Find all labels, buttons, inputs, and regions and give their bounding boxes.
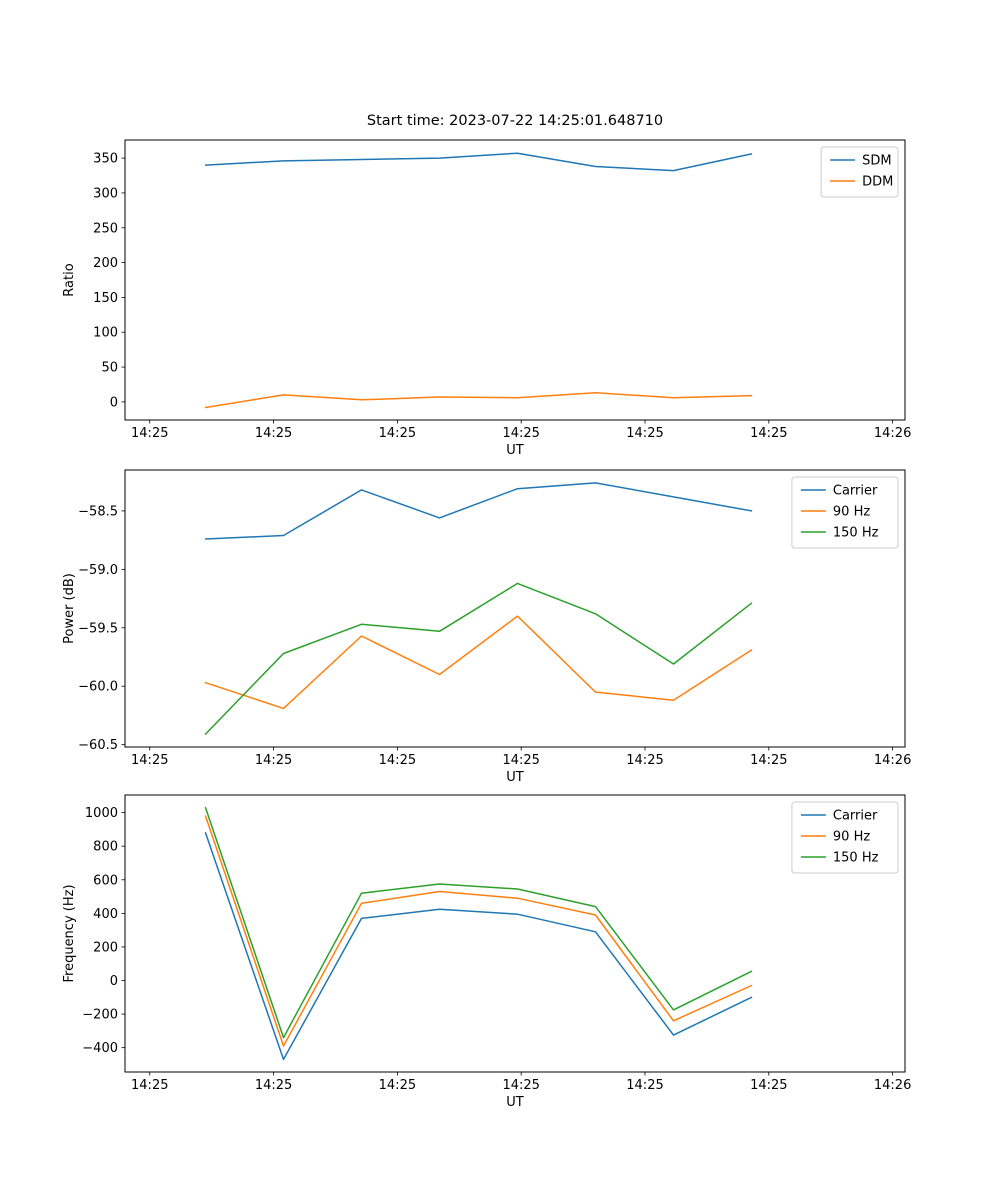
y-tick-label: 600 [93, 873, 118, 888]
series-line-90-hz [204, 615, 753, 710]
series-line-150-hz [204, 582, 753, 735]
x-tick-label: 14:26 [874, 1078, 911, 1093]
subplot-1: 14:25 14:25 14:25 14:25 14:25 14:25 14:26 0 50 10… [62, 139, 911, 458]
y-tick-label: 50 [101, 361, 118, 376]
y-tick-label: −200 [82, 1008, 118, 1023]
series-line-carrier [204, 832, 753, 1061]
x-tick-label: 14:25 [379, 426, 416, 441]
x-tick-label: 14:25 [502, 753, 539, 768]
y-tick-label: 800 [93, 840, 118, 855]
y-tick-label: 0 [110, 395, 118, 410]
y-axis-label: Frequency (Hz) [62, 884, 77, 982]
axes-frame [124, 139, 906, 421]
x-tick-label: 14:25 [502, 1078, 539, 1093]
x-tick-label: 14:25 [255, 426, 292, 441]
x-axis-label: UT [506, 1095, 524, 1110]
legend-label: 90 Hz [833, 505, 870, 520]
series-line-150-hz [204, 806, 753, 1039]
x-tick-label: 14:25 [255, 1078, 292, 1093]
x-tick-label: 14:26 [874, 426, 911, 441]
x-tick-label: 14:26 [874, 753, 911, 768]
legend-label: Carrier [833, 809, 878, 824]
y-axis-label: Ratio [62, 263, 77, 296]
axes-frame [124, 469, 906, 748]
y-tick-label: −58.5 [78, 504, 118, 519]
y-tick-label: −60.5 [78, 738, 118, 753]
y-tick-label: 150 [93, 291, 118, 306]
legend-label: 150 Hz [833, 526, 879, 541]
y-tick-label: −60.0 [78, 680, 118, 695]
legend-label: 90 Hz [833, 830, 870, 845]
x-axis-label: UT [506, 443, 524, 458]
y-tick-label: 350 [93, 152, 118, 167]
legend-label: 150 Hz [833, 851, 879, 866]
legend-box [791, 801, 899, 874]
legend-label: Carrier [833, 484, 878, 499]
x-tick-label: 14:25 [626, 753, 663, 768]
series-line-sdm [204, 152, 753, 172]
axes-frame [124, 794, 906, 1073]
x-tick-label: 14:25 [750, 753, 787, 768]
x-tick-label: 14:25 [626, 426, 663, 441]
subplot-2: 14:25 14:25 14:25 14:25 14:25 14:25 14:26 −60.5… [62, 469, 911, 785]
x-tick-label: 14:25 [502, 426, 539, 441]
x-tick-label: 14:25 [626, 1078, 663, 1093]
y-tick-label: 200 [93, 940, 118, 955]
subplot-3: 14:25 14:25 14:25 14:25 14:25 14:25 14:26 −400 −… [62, 794, 911, 1110]
figure-title: Start time: 2023-07-22 14:25:01.648710 [366, 113, 664, 129]
series-line-90-hz [204, 815, 753, 1047]
y-tick-label: −400 [82, 1041, 118, 1056]
y-tick-label: 400 [93, 907, 118, 922]
x-tick-label: 14:25 [379, 753, 416, 768]
y-tick-label: 200 [93, 256, 118, 271]
x-axis-label: UT [506, 770, 524, 785]
y-tick-label: −59.0 [78, 563, 118, 578]
x-tick-label: 14:25 [750, 1078, 787, 1093]
x-tick-label: 14:25 [379, 1078, 416, 1093]
series-line-ddm [204, 392, 753, 409]
legend-box [791, 476, 899, 549]
y-tick-label: 300 [93, 186, 118, 201]
x-tick-label: 14:25 [131, 753, 168, 768]
x-tick-label: 14:25 [131, 426, 168, 441]
series-line-carrier [204, 482, 753, 540]
y-tick-label: 0 [110, 974, 118, 989]
y-tick-label: −59.5 [78, 621, 118, 636]
x-tick-label: 14:25 [255, 753, 292, 768]
legend-label: SDM [862, 154, 891, 169]
y-tick-label: 250 [93, 221, 118, 236]
y-axis-label: Power (dB) [62, 573, 77, 644]
y-tick-label: 1000 [85, 806, 118, 821]
legend-label: DDM [862, 175, 893, 190]
x-tick-label: 14:25 [131, 1078, 168, 1093]
y-tick-label: 100 [93, 326, 118, 341]
x-tick-label: 14:25 [750, 426, 787, 441]
